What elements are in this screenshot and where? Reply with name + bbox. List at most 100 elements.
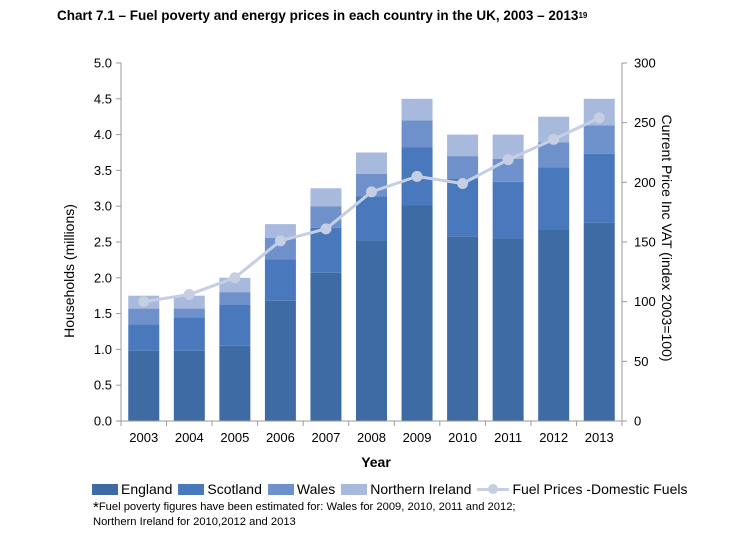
axes-group: 0.0 0.5 1.0 1.5 2.0 2.5 3.0 3.5 4.0 4.5 5.0 0 50 100 1… — [94, 56, 656, 446]
y-axis-title: Households (millions) — [61, 204, 77, 338]
legend-item-wales: Wales — [267, 481, 336, 497]
bar-england-2013 — [583, 222, 615, 421]
bar-wales-2012 — [538, 142, 570, 168]
price-point-2010 — [457, 178, 469, 190]
bar-england-2009 — [401, 205, 433, 421]
bar-england-2006 — [264, 300, 296, 421]
bar-northern-ireland-2006 — [264, 224, 296, 238]
price-point-2003 — [138, 296, 150, 308]
legend-item-scotland: Scotland — [178, 481, 262, 497]
x-tick-label-2006: 2006 — [266, 430, 295, 445]
price-point-2004 — [183, 289, 195, 301]
y-tick-label: 2.0 — [94, 270, 112, 285]
price-point-2009 — [411, 170, 423, 182]
price-point-2011 — [502, 154, 514, 166]
bar-northern-ireland-2010 — [447, 134, 479, 157]
x-tick-label-2005: 2005 — [220, 430, 249, 445]
x-tick-label-2004: 2004 — [175, 430, 204, 445]
legend-swatch — [267, 483, 294, 495]
bar-wales-2005 — [219, 292, 251, 306]
y-tick-label: 1.0 — [94, 342, 112, 357]
bar-england-2005 — [219, 345, 251, 421]
bar-wales-2013 — [583, 125, 615, 154]
y-tick-label: 5.0 — [94, 56, 112, 71]
x-tick-label-2009: 2009 — [403, 430, 432, 445]
y-tick-label: 4.5 — [94, 91, 112, 106]
y-tick-label: 3.0 — [94, 199, 112, 214]
bar-england-2003 — [128, 350, 160, 421]
footnote: *Fuel poverty figures have been estimate… — [93, 498, 516, 530]
y2-tick-label: 0 — [634, 414, 641, 429]
legend-swatch — [341, 483, 368, 495]
x-tick-label-2011: 2011 — [494, 430, 522, 445]
price-point-2013 — [593, 112, 605, 124]
x-tick-label-2003: 2003 — [129, 430, 158, 445]
bar-scotland-2003 — [128, 324, 160, 351]
x-axis-title: Year — [361, 454, 391, 470]
y2-tick-label: 200 — [634, 175, 656, 190]
legend-label: England — [121, 481, 173, 497]
chart-title-superscript: 19 — [578, 11, 588, 20]
chart-title-text: Chart 7.1 – Fuel poverty and energy pric… — [57, 8, 579, 23]
legend-swatch — [92, 483, 118, 495]
footnote-line-2: Northern Ireland for 2010,2012 and 2013 — [93, 516, 296, 528]
y-tick-label: 1.5 — [94, 306, 112, 321]
x-tick-label-2013: 2013 — [585, 430, 614, 445]
bar-wales-2006 — [264, 237, 296, 260]
legend-label: Fuel Prices -Domestic Fuels — [512, 481, 688, 497]
y-tick-label: 0.5 — [94, 378, 112, 393]
footnote-text-1: Fuel poverty figures have been estimated… — [98, 501, 516, 513]
bar-northern-ireland-2008 — [356, 152, 387, 174]
price-point-2005 — [229, 272, 241, 284]
legend-label: Northern Ireland — [370, 481, 472, 497]
bar-scotland-2004 — [173, 317, 205, 351]
bar-scotland-2011 — [492, 181, 524, 239]
bar-wales-2009 — [401, 120, 433, 148]
legend-label: Scotland — [207, 481, 262, 497]
legend-item-fuel-prices: Fuel Prices -Domestic Fuels — [477, 481, 687, 497]
bar-england-2011 — [492, 238, 524, 421]
bar-scotland-2005 — [219, 305, 251, 346]
price-point-2007 — [320, 223, 332, 235]
bar-england-2004 — [173, 350, 205, 421]
x-tick-label-2010: 2010 — [448, 430, 477, 445]
legend-label: Wales — [296, 481, 336, 497]
price-line-group — [138, 112, 605, 308]
bar-wales-2004 — [173, 308, 205, 318]
price-point-2008 — [366, 186, 377, 198]
y2-tick-label: 150 — [634, 235, 656, 250]
bar-wales-2010 — [447, 156, 479, 179]
y-tick-label: 0.0 — [94, 414, 112, 429]
y-tick-label: 2.5 — [94, 235, 112, 250]
y2-tick-label: 250 — [634, 115, 656, 130]
y2-tick-label: 100 — [634, 294, 656, 309]
y2-tick-label: 50 — [634, 354, 648, 369]
price-point-2006 — [274, 235, 286, 247]
bar-scotland-2008 — [356, 196, 387, 241]
bar-england-2008 — [356, 240, 387, 421]
chart-title: Chart 7.1 – Fuel poverty and energy pric… — [57, 8, 587, 23]
y-tick-label: 4.0 — [94, 127, 112, 142]
bar-wales-2003 — [128, 308, 160, 325]
legend-swatch — [178, 483, 205, 495]
legend-item-england: England — [92, 481, 172, 497]
bar-england-2012 — [538, 229, 570, 421]
bar-scotland-2013 — [583, 153, 615, 223]
bar-scotland-2007 — [310, 227, 342, 273]
price-point-2012 — [548, 133, 560, 145]
legend-dot — [488, 484, 499, 494]
x-tick-label-2007: 2007 — [311, 430, 340, 445]
legend: England Scotland Wales Northern Ireland Fuel… — [92, 481, 693, 497]
y2-tick-label: 300 — [634, 56, 656, 71]
footnote-marker: * — [93, 499, 99, 516]
x-tick-label-2012: 2012 — [539, 430, 568, 445]
bar-england-2010 — [447, 236, 479, 421]
bars-group — [128, 98, 615, 421]
y-tick-label: 3.5 — [94, 163, 112, 178]
footnote-line-1: *Fuel poverty figures have been estimate… — [93, 498, 516, 515]
bar-scotland-2006 — [264, 259, 296, 301]
bar-northern-ireland-2004 — [173, 295, 205, 309]
bar-scotland-2012 — [538, 167, 570, 230]
bar-england-2007 — [310, 272, 342, 421]
